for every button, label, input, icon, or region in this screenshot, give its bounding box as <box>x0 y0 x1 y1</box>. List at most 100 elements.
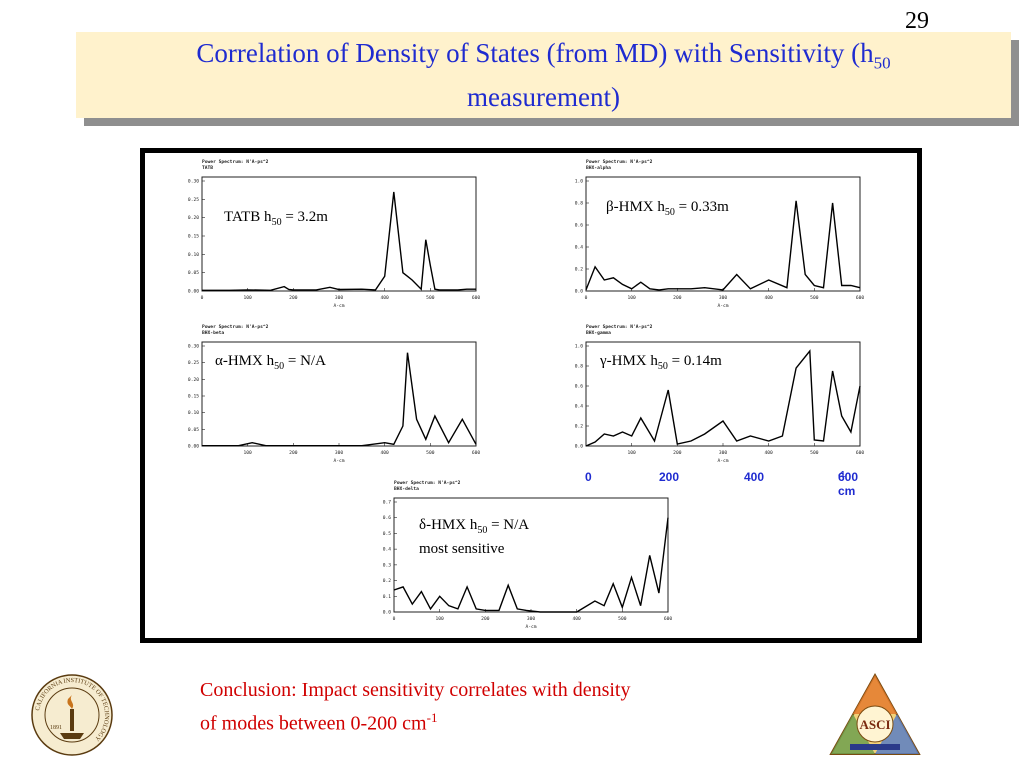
spectrum-line <box>202 191 476 292</box>
y-tick-label: 0.30 <box>188 179 199 185</box>
y-tick-label: 0.6 <box>575 223 584 229</box>
y-tick-label: 0.1 <box>383 594 392 600</box>
x-tick-600: 600 cm -1 <box>838 470 858 498</box>
x-axis-label: A-cm <box>525 624 536 630</box>
y-tick-label: 0.2 <box>575 267 584 273</box>
conclusion-line-2: of modes between 0-200 cm-1 <box>200 704 840 738</box>
x-tick-label: 400 <box>381 450 390 456</box>
spectrum-line <box>202 352 477 447</box>
y-tick-label: 1.0 <box>575 344 584 350</box>
title-line-1: Correlation of Density of States (from M… <box>196 36 890 80</box>
annotation-delta-sub: 50 <box>477 525 488 536</box>
annotation-alpha-text: α-HMX h <box>215 353 275 369</box>
x-tick-label: 300 <box>335 295 344 301</box>
conclusion-line-2-text: of modes between 0-200 cm <box>200 712 427 735</box>
x-tick-label: 300 <box>719 295 728 301</box>
caltech-seal-year: 1891 <box>50 725 62 731</box>
plot-header-title: Power Spectrum: N'A-ps^2 <box>586 159 653 165</box>
x-tick-label: 600 <box>856 450 865 456</box>
x-tick-label: 400 <box>765 295 774 301</box>
conclusion-sup: -1 <box>426 710 438 725</box>
x-axis-label: A-cm <box>717 303 728 309</box>
y-tick-label: 0.15 <box>188 234 199 240</box>
annotation-tatb-sub: 50 <box>271 217 282 228</box>
plot-header-sample: BHX-alpha <box>586 165 611 171</box>
plot-frame <box>585 176 861 292</box>
x-tick-label: 200 <box>289 295 298 301</box>
plot-header-sample: TATB <box>202 165 213 171</box>
annotation-tatb-value: = 3.2m <box>281 209 328 225</box>
annotation-beta-value: = 0.33m <box>674 199 729 215</box>
annotation-beta-sub: 50 <box>664 207 675 218</box>
y-tick-label: 0.30 <box>188 344 199 350</box>
x-tick-label: 200 <box>481 616 490 622</box>
y-tick-label: 0.25 <box>188 360 199 366</box>
spectrum-line <box>585 349 861 447</box>
figure-canvas <box>145 153 917 638</box>
shared-x-axis-labels: 0 200 400 600 cm -1 <box>0 470 1024 498</box>
plot-header-title: Power Spectrum: N'A-ps^2 <box>586 324 653 330</box>
y-tick-label: 0.6 <box>383 515 392 521</box>
annotation-delta-line2: most sensitive <box>419 541 505 557</box>
y-tick-label: 0.00 <box>188 289 199 295</box>
x-axis-label: A-cm <box>333 303 344 309</box>
x-tick-label: 500 <box>426 450 435 456</box>
annotation-tatb-text: TATB h <box>224 209 272 225</box>
y-tick-label: 0.2 <box>383 578 392 584</box>
annotation-tatb: TATB h50 = 3.2m <box>224 208 328 232</box>
x-tick-label: 600 <box>856 295 865 301</box>
y-tick-label: 0.0 <box>383 610 392 616</box>
x-tick-label: 0 <box>393 616 396 622</box>
conclusion-line-1: Conclusion: Impact sensitivity correlate… <box>200 679 631 701</box>
asci-logo-text: ASCI <box>859 717 890 732</box>
y-tick-label: 0.10 <box>188 410 199 416</box>
y-tick-label: 0.8 <box>575 201 584 207</box>
x-tick-label: 100 <box>436 616 445 622</box>
x-tick-label: 0 <box>201 295 204 301</box>
x-tick-label: 600 <box>664 616 673 622</box>
x-tick-600-text: 600 cm <box>838 470 859 498</box>
asci-triangle-logo-icon: ASCI <box>829 672 921 755</box>
annotation-delta-line1: δ-HMX h50 = N/A <box>419 516 529 540</box>
caltech-seal-icon: CALIFORNIA INSTITUTE OF TECHNOLOGY 1891 <box>31 674 113 756</box>
x-tick-400: 400 <box>744 470 765 484</box>
y-tick-label: 0.05 <box>188 427 199 433</box>
x-tick-label: 400 <box>765 450 774 456</box>
annotation-gamma-sub: 50 <box>657 361 668 372</box>
spectrum-line <box>393 517 669 613</box>
plot-frame <box>201 176 477 292</box>
x-tick-600-sup: -1 <box>838 470 846 479</box>
y-tick-label: 0.0 <box>575 444 584 450</box>
y-tick-label: 0.3 <box>383 562 392 568</box>
x-tick-label: 100 <box>244 295 253 301</box>
y-tick-label: 0.7 <box>383 500 392 506</box>
plot-header-title: Power Spectrum: N'A-ps^2 <box>202 324 269 330</box>
y-tick-label: 0.00 <box>188 444 199 450</box>
x-tick-label: 200 <box>289 450 298 456</box>
x-tick-label: 300 <box>527 616 536 622</box>
annotation-alpha-value: = N/A <box>284 353 326 369</box>
x-axis-label: A-cm <box>333 458 344 464</box>
title-line-1-text: Correlation of Density of States (from M… <box>196 37 874 68</box>
x-tick-label: 0 <box>585 295 588 301</box>
x-tick-label: 300 <box>719 450 728 456</box>
annotation-delta-value: = N/A <box>487 517 530 533</box>
x-tick-label: 300 <box>335 450 344 456</box>
plot-header-title: Power Spectrum: N'A-ps^2 <box>394 480 461 486</box>
x-tick-label: 500 <box>810 450 819 456</box>
y-tick-label: 1.0 <box>575 179 584 185</box>
plot-header-sample: BHX-beta <box>202 330 224 336</box>
x-tick-label: 200 <box>673 295 682 301</box>
x-tick-label: 400 <box>573 616 582 622</box>
y-tick-label: 0.4 <box>383 547 392 553</box>
y-tick-label: 0.15 <box>188 394 199 400</box>
x-tick-label: 100 <box>628 450 637 456</box>
annotation-gamma-hmx: γ-HMX h50 = 0.14m <box>600 352 722 376</box>
y-tick-label: 0.5 <box>383 531 392 537</box>
x-tick-label: 200 <box>673 450 682 456</box>
y-tick-label: 0.4 <box>575 245 584 251</box>
figure-frame <box>140 148 922 643</box>
